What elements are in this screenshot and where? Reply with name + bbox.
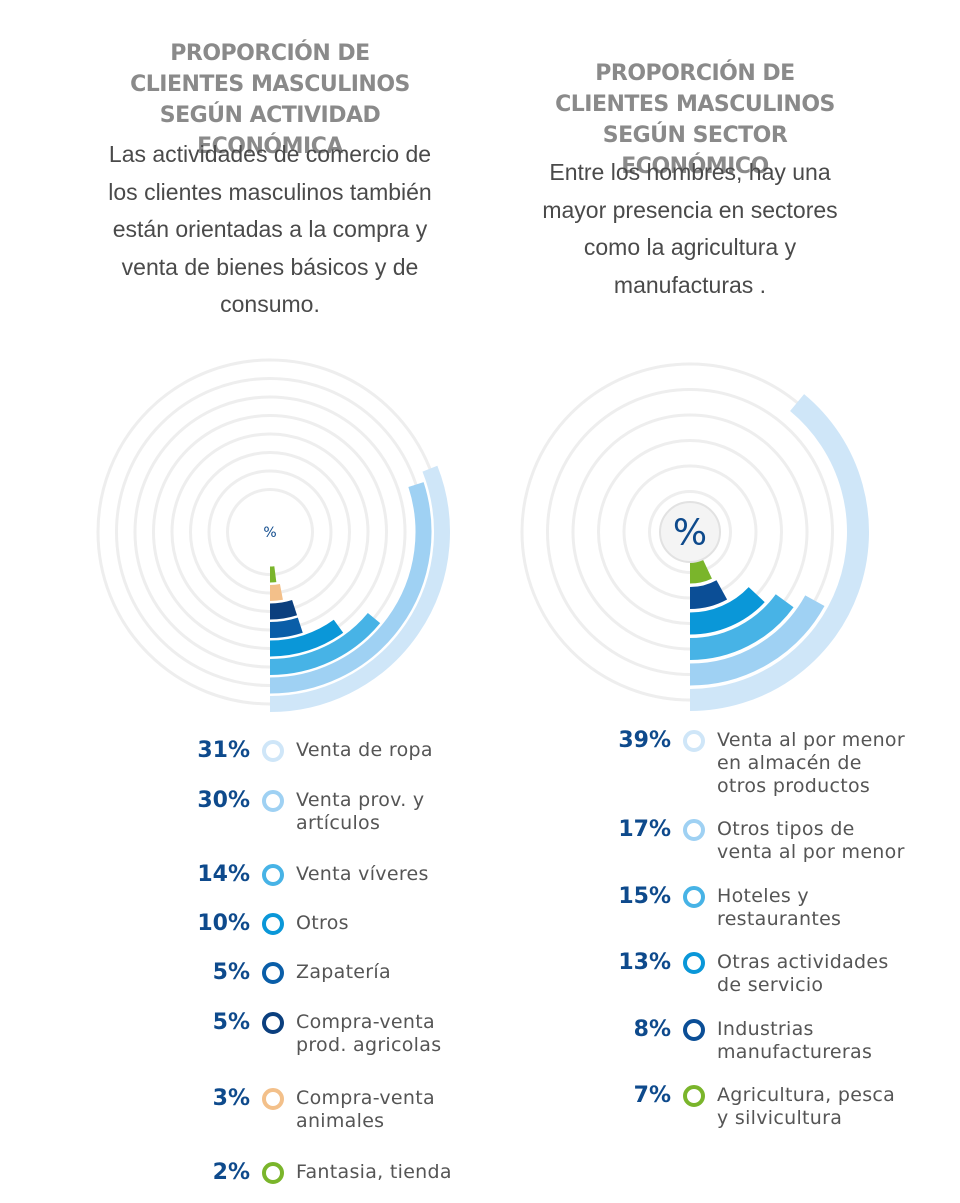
legend-ring-icon xyxy=(262,1162,284,1184)
left-panel: PROPORCIÓN DE CLIENTES MASCULINOS SEGÚN … xyxy=(96,41,466,1185)
legend-item: 31% Venta de ropa xyxy=(180,739,466,763)
legend-item: 14% Venta víveres xyxy=(180,863,466,887)
legend-item: 39% Venta al por menor en almacén de otro… xyxy=(601,729,907,798)
center-percent-badge: % xyxy=(263,525,276,541)
radial-bar-7 xyxy=(269,584,283,601)
center-percent-symbol: % xyxy=(263,525,276,541)
legend-percent: 17% xyxy=(618,817,671,842)
legend-item: 8% Industrias manufactureras xyxy=(601,1018,907,1064)
legend-percent: 14% xyxy=(197,862,250,887)
radial-bar-5 xyxy=(269,617,303,638)
legend-percent: 7% xyxy=(633,1083,671,1108)
radial-bar-4 xyxy=(269,619,344,657)
legend-label: Fantasia, tienda xyxy=(296,1161,452,1183)
legend-label: Venta prov. y artículos xyxy=(296,789,425,834)
legend-ring-icon xyxy=(262,740,284,762)
left-chart-title: PROPORCIÓN DE CLIENTES MASCULINOS SEGÚN … xyxy=(130,41,410,159)
legend-percent: 5% xyxy=(212,1010,250,1035)
legend-ring-icon xyxy=(683,886,705,908)
legend-item: 15% Hoteles y restaurantes xyxy=(601,885,907,931)
radial-bar-2 xyxy=(689,595,825,686)
legend-percent: 3% xyxy=(212,1086,250,1111)
radial-bar-4 xyxy=(689,586,765,635)
legend-ring-icon xyxy=(262,1088,284,1110)
legend-percent: 15% xyxy=(618,884,671,909)
center-percent-badge: % xyxy=(659,501,721,563)
left-chart-subtitle: Las actividades de comercio de los clien… xyxy=(108,141,432,317)
radial-bar-2 xyxy=(269,482,432,694)
right-chart-title: PROPORCIÓN DE CLIENTES MASCULINOS SEGÚN … xyxy=(555,61,835,179)
legend-ring-icon xyxy=(262,913,284,935)
legend-percent: 13% xyxy=(618,950,671,975)
left-radial-chart: % xyxy=(96,358,450,712)
legend-item: 3% Compra-venta animales xyxy=(180,1087,466,1133)
radial-bar-1 xyxy=(269,465,450,712)
legend-label: Otras actividades de servicio xyxy=(717,951,889,996)
legend-ring-icon xyxy=(262,864,284,886)
legend-item: 17% Otros tipos de venta al por menor xyxy=(601,818,907,864)
radial-bar-5 xyxy=(689,579,728,609)
legend-percent: 39% xyxy=(618,728,671,753)
legend-item: 2% Fantasia, tienda xyxy=(180,1161,466,1185)
legend-ring-icon xyxy=(262,1012,284,1034)
legend-label: Venta de ropa xyxy=(296,739,433,761)
legend-percent: 5% xyxy=(212,960,250,985)
legend-item: 5% Zapatería xyxy=(180,961,466,985)
legend-item: 7% Agricultura, pesca y silvicultura xyxy=(601,1084,907,1130)
legend-percent: 10% xyxy=(197,911,250,936)
legend-label: Otros tipos de venta al por menor xyxy=(717,818,905,863)
radial-bar-6 xyxy=(689,558,712,584)
radial-bar-1 xyxy=(689,394,869,711)
legend-label: Otros xyxy=(296,912,349,934)
legend-label: Compra-venta prod. agricolas xyxy=(296,1011,442,1056)
legend-label: Agricultura, pesca y silvicultura xyxy=(717,1084,896,1129)
legend-percent: 31% xyxy=(197,738,250,763)
center-percent-symbol: % xyxy=(673,513,707,554)
legend-ring-icon xyxy=(683,730,705,752)
right-radial-chart: % xyxy=(520,362,869,711)
legend-label: Hoteles y restaurantes xyxy=(717,885,842,930)
legend-ring-icon xyxy=(683,1085,705,1107)
legend-label: Industrias manufactureras xyxy=(717,1018,873,1063)
radial-bar-3 xyxy=(269,612,381,675)
right-panel: PROPORCIÓN DE CLIENTES MASCULINOS SEGÚN … xyxy=(440,0,960,1203)
legend-ring-icon xyxy=(683,819,705,841)
legend-item: 30% Venta prov. y artículos xyxy=(180,789,466,835)
legend-ring-icon xyxy=(683,1019,705,1041)
legend-label: Venta al por menor en almacén de otros p… xyxy=(717,729,905,797)
legend-item: 5% Compra-venta prod. agricolas xyxy=(180,1011,466,1057)
legend-ring-icon xyxy=(262,790,284,812)
legend-item: 13% Otras actividades de servicio xyxy=(601,951,907,997)
radial-bar-6 xyxy=(269,599,298,620)
legend-item: 10% Otros xyxy=(180,912,466,936)
legend-label: Venta víveres xyxy=(296,863,429,885)
right-chart-subtitle: Entre los hombres, hay una mayor presenc… xyxy=(542,159,838,298)
legend-percent: 30% xyxy=(197,788,250,813)
legend-label: Compra-venta animales xyxy=(296,1087,435,1132)
legend-label: Zapatería xyxy=(296,961,391,983)
legend-ring-icon xyxy=(683,952,705,974)
legend-percent: 8% xyxy=(633,1017,671,1042)
radial-bar-3 xyxy=(689,594,794,660)
legend-ring-icon xyxy=(262,962,284,984)
legend-percent: 2% xyxy=(212,1160,250,1185)
